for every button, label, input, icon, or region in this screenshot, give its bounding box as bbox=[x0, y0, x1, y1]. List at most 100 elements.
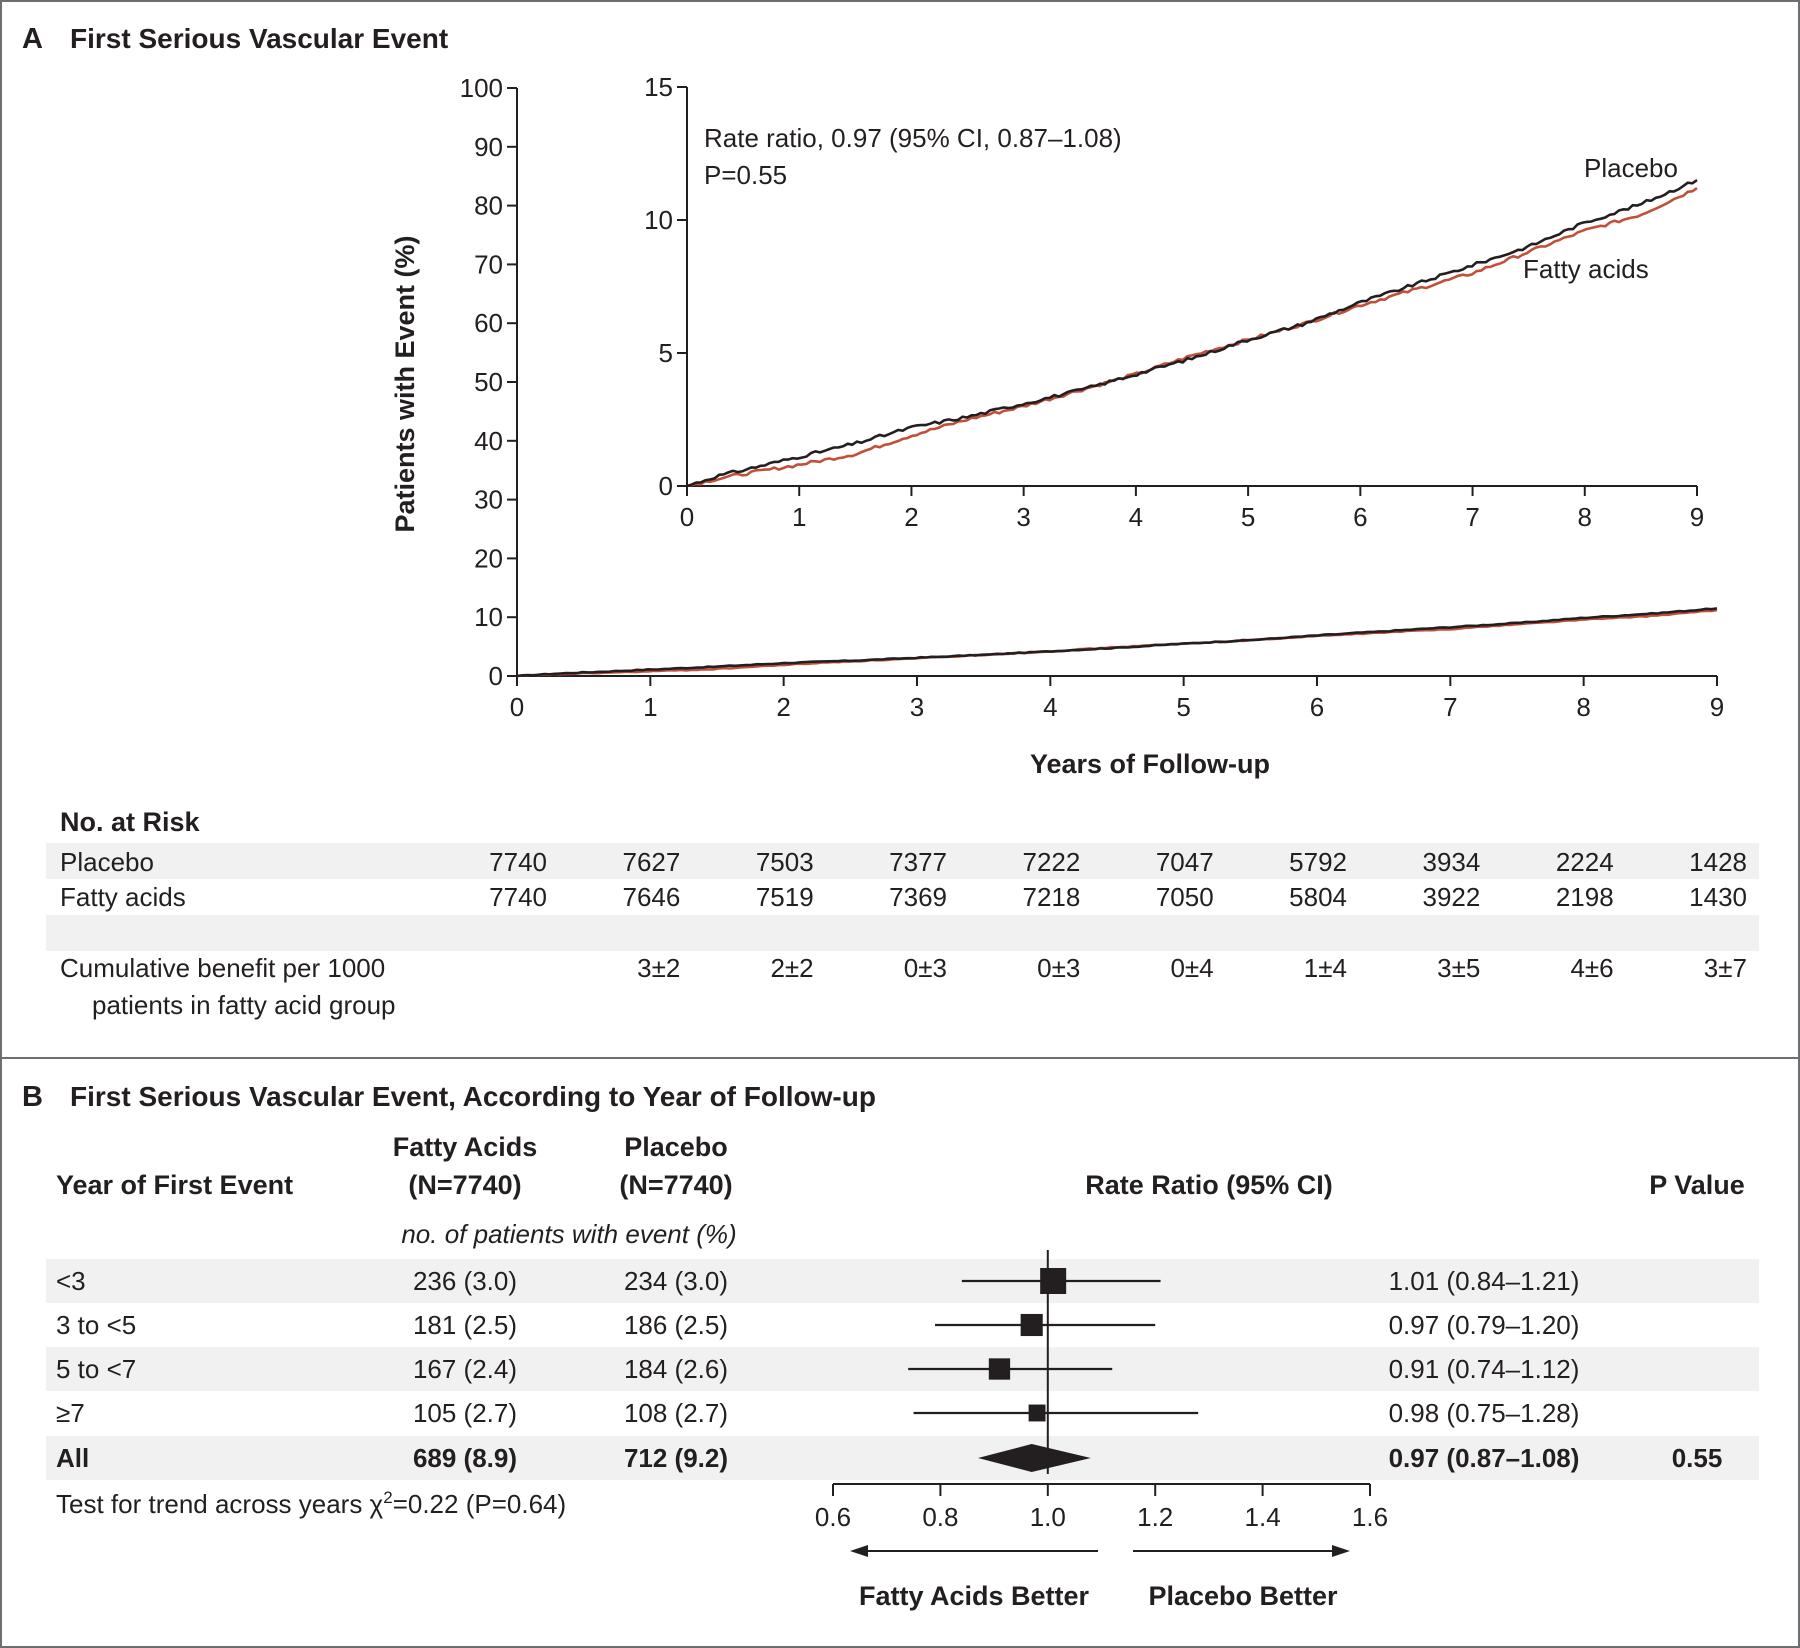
benefit-value: 3±2 bbox=[637, 953, 680, 983]
main-x-axis-label: Years of Follow-up bbox=[1030, 749, 1270, 779]
trend-superscript: 2 bbox=[383, 1488, 392, 1507]
col-rate-ratio-header: Rate Ratio (95% CI) bbox=[1085, 1170, 1333, 1200]
at-risk-heading: No. at Risk bbox=[60, 807, 201, 837]
main-ytick-label: 50 bbox=[474, 367, 503, 397]
forest-row-placebo: 234 (3.0) bbox=[624, 1266, 728, 1296]
inset-xtick-label: 6 bbox=[1353, 502, 1367, 532]
forest-row-band bbox=[46, 1436, 1759, 1480]
inset-xtick-label: 0 bbox=[680, 502, 694, 532]
forest-row-band bbox=[46, 1259, 1759, 1303]
benefit-label-line-2: patients in fatty acid group bbox=[92, 990, 396, 1020]
benefit-label-line-1: Cumulative benefit per 1000 bbox=[60, 953, 385, 983]
col-placebo-header: Placebo bbox=[624, 1132, 728, 1162]
fatty-acids-better-label: Fatty Acids Better bbox=[859, 1581, 1090, 1611]
at-risk-placebo-value: 2224 bbox=[1556, 847, 1614, 877]
main-xtick-label: 6 bbox=[1310, 692, 1324, 722]
panel-b-title: First Serious Vascular Event, According … bbox=[70, 1081, 876, 1112]
forest-row-label: All bbox=[56, 1443, 89, 1473]
main-ytick-label: 10 bbox=[474, 602, 503, 632]
inset-legend-fatty-acids: Fatty acids bbox=[1523, 254, 1649, 284]
forest-xtick-label: 0.8 bbox=[922, 1502, 958, 1532]
trend-test-text: Test for trend across years χ2=0.22 (P=0… bbox=[56, 1488, 566, 1519]
forest-row-rate-ratio: 0.98 (0.75–1.28) bbox=[1389, 1398, 1580, 1428]
main-ytick-label: 70 bbox=[474, 249, 503, 279]
inset-xtick-label: 2 bbox=[904, 502, 918, 532]
forest-row-label: 3 to <5 bbox=[56, 1310, 136, 1340]
at-risk-fatty-value: 7740 bbox=[489, 882, 547, 912]
forest-row-band bbox=[46, 1347, 1759, 1391]
at-risk-fatty-value: 1430 bbox=[1689, 882, 1747, 912]
forest-xtick-label: 1.2 bbox=[1137, 1502, 1173, 1532]
col-year-header: Year of First Event bbox=[56, 1170, 293, 1200]
forest-point-square bbox=[1040, 1268, 1067, 1294]
forest-xtick-label: 0.6 bbox=[815, 1502, 851, 1532]
at-risk-placebo-value: 7047 bbox=[1156, 847, 1214, 877]
placebo-better-label: Placebo Better bbox=[1148, 1581, 1338, 1611]
forest-row-fatty: 689 (8.9) bbox=[413, 1443, 517, 1473]
forest-row-fatty: 236 (3.0) bbox=[413, 1266, 517, 1296]
inset-xtick-label: 1 bbox=[792, 502, 806, 532]
benefit-value: 1±4 bbox=[1304, 953, 1347, 983]
forest-point-square bbox=[1020, 1313, 1043, 1337]
inset-ytick-label: 15 bbox=[644, 72, 673, 102]
at-risk-placebo-value: 7740 bbox=[489, 847, 547, 877]
at-risk-placebo-label: Placebo bbox=[60, 847, 154, 877]
at-risk-band-1 bbox=[46, 843, 1759, 879]
benefit-value: 3±7 bbox=[1704, 953, 1747, 983]
inset-xtick-label: 9 bbox=[1690, 502, 1704, 532]
subheader-no-of-patients: no. of patients with event (%) bbox=[401, 1219, 736, 1249]
inset-rate-ratio-annotation: Rate ratio, 0.97 (95% CI, 0.87–1.08) bbox=[704, 123, 1122, 153]
benefit-value: 0±4 bbox=[1170, 953, 1213, 983]
forest-row-label: ≥7 bbox=[56, 1398, 85, 1428]
at-risk-band-2 bbox=[46, 915, 1759, 951]
main-line-placebo bbox=[516, 607, 1718, 678]
main-ytick-label: 20 bbox=[474, 543, 503, 573]
panel-a-letter: A bbox=[22, 23, 43, 55]
main-xtick-label: 3 bbox=[910, 692, 924, 722]
inset-line-placebo bbox=[686, 179, 1698, 488]
at-risk-placebo-value: 7627 bbox=[622, 847, 680, 877]
forest-point-square bbox=[988, 1358, 1011, 1380]
at-risk-placebo-value: 7503 bbox=[756, 847, 814, 877]
benefit-value: 0±3 bbox=[1037, 953, 1080, 983]
col-fatty-header: Fatty Acids bbox=[393, 1132, 538, 1162]
inset-xtick-label: 4 bbox=[1129, 502, 1143, 532]
main-y-axis-label: Patients with Event (%) bbox=[390, 235, 420, 532]
col-placebo-n: (N=7740) bbox=[619, 1170, 732, 1200]
forest-row-rate-ratio: 1.01 (0.84–1.21) bbox=[1389, 1266, 1580, 1296]
inset-plot: 0 5 10 15 0 1 2 3 4 5 6 7 8 9 bbox=[644, 72, 1704, 532]
inset-line-fatty-acids bbox=[686, 187, 1698, 488]
main-line-fatty-acids bbox=[516, 608, 1718, 678]
at-risk-placebo-value: 7377 bbox=[889, 847, 947, 877]
panel-b-letter: B bbox=[22, 1081, 43, 1113]
forest-row-label: <3 bbox=[56, 1266, 86, 1296]
inset-ytick-label: 10 bbox=[644, 205, 673, 235]
inset-xtick-label: 7 bbox=[1465, 502, 1479, 532]
at-risk-placebo-value: 1428 bbox=[1689, 847, 1747, 877]
at-risk-fatty-value: 3922 bbox=[1422, 882, 1480, 912]
at-risk-fatty-label: Fatty acids bbox=[60, 882, 186, 912]
forest-row-fatty: 181 (2.5) bbox=[413, 1310, 517, 1340]
fatty-better-arrowhead bbox=[850, 1545, 868, 1557]
col-p-value-header: P Value bbox=[1649, 1170, 1745, 1200]
forest-point-square bbox=[1028, 1404, 1046, 1422]
trend-suffix: =0.22 (P=0.64) bbox=[393, 1489, 566, 1519]
main-ytick-label: 100 bbox=[460, 73, 503, 103]
inset-ytick-label: 5 bbox=[659, 338, 673, 368]
inset-legend-placebo: Placebo bbox=[1584, 153, 1678, 183]
benefit-value: 0±3 bbox=[904, 953, 947, 983]
at-risk-fatty-value: 7369 bbox=[889, 882, 947, 912]
forest-xtick-label: 1.6 bbox=[1352, 1502, 1388, 1532]
at-risk-placebo-value: 7222 bbox=[1022, 847, 1080, 877]
main-ytick-label: 30 bbox=[474, 485, 503, 515]
forest-xtick-label: 1.4 bbox=[1245, 1502, 1281, 1532]
benefit-value: 2±2 bbox=[770, 953, 813, 983]
trend-prefix: Test for trend across years χ bbox=[56, 1489, 384, 1519]
forest-row-p-value: 0.55 bbox=[1672, 1443, 1723, 1473]
main-xtick-label: 9 bbox=[1710, 692, 1724, 722]
benefit-value: 3±5 bbox=[1437, 953, 1480, 983]
col-fatty-n: (N=7740) bbox=[408, 1170, 521, 1200]
